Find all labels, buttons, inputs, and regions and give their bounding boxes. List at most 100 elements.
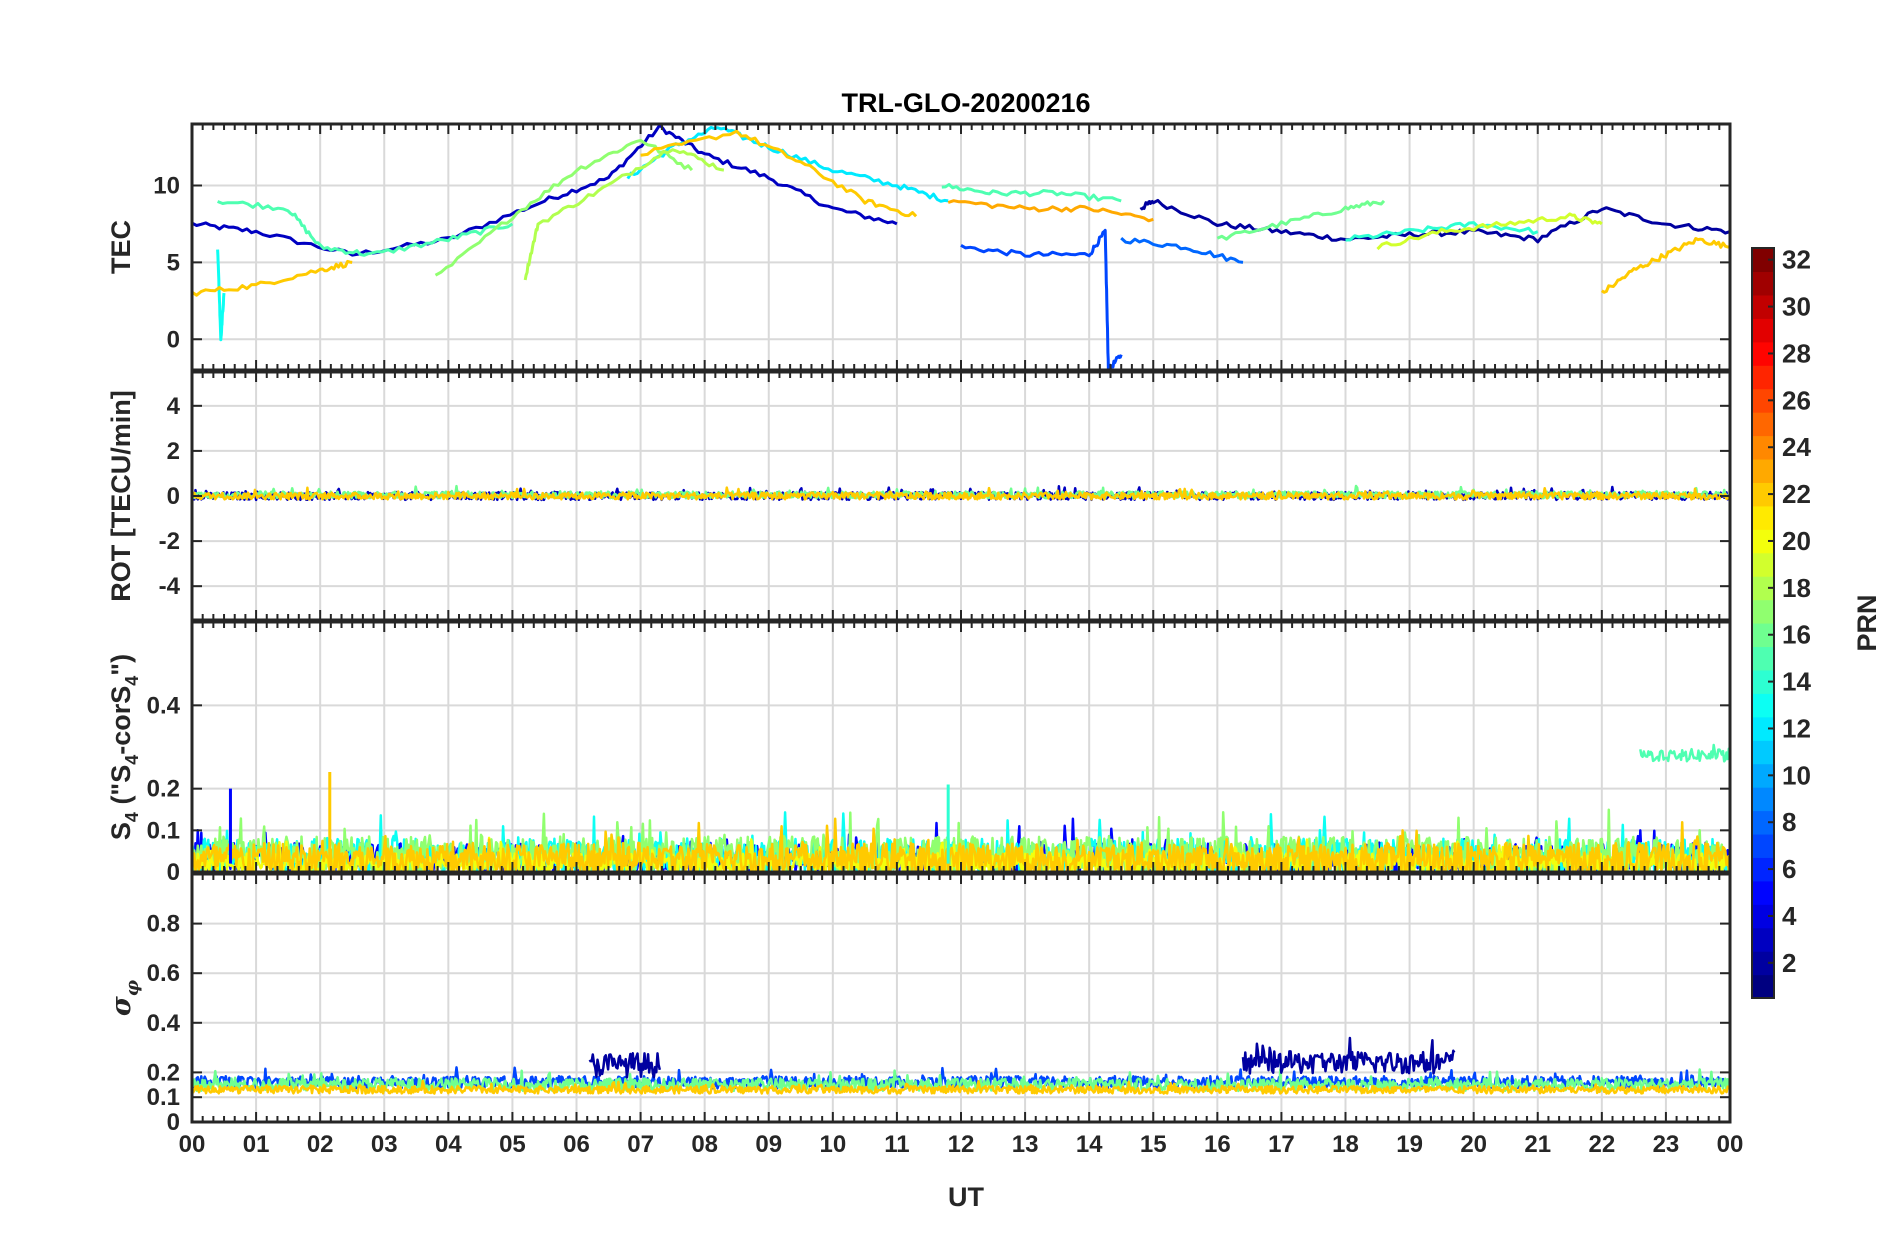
tec-y-tick-label: 10 [153, 173, 180, 200]
colorbar-segment [1752, 482, 1774, 507]
colorbar-tick-label: 26 [1782, 385, 1811, 415]
colorbar-segment [1752, 294, 1774, 319]
x-tick-label: 00 [1717, 1131, 1744, 1158]
colorbar-tick-label: 8 [1782, 807, 1796, 837]
colorbar-tick-label: 10 [1782, 760, 1811, 790]
x-tick-label: 03 [371, 1131, 398, 1158]
tec-series-prn-18 [523, 148, 725, 281]
colorbar-tick-label: 2 [1782, 948, 1796, 978]
sigma-y-tick-label: 0 [167, 1109, 180, 1136]
sigma-y-tick-label: 0.4 [147, 1010, 181, 1037]
x-tick-label: 21 [1524, 1131, 1551, 1158]
colorbar-segment [1752, 599, 1774, 624]
s4-y-axis-label: S4 ("S4-corS4") [106, 654, 142, 840]
sigma-series-prn-16 [192, 1068, 1730, 1093]
x-tick-label: 12 [948, 1131, 975, 1158]
s4-series-prn-15 [1639, 743, 1730, 763]
colorbar-tick-label: 18 [1782, 573, 1811, 603]
tec-series-prn-14 [1345, 221, 1539, 242]
rot-y-axis-label: ROT [TECU/min] [106, 390, 136, 601]
sigma-y-tick-label: 0.1 [147, 1084, 180, 1111]
tec-series-prn-7 [960, 228, 1123, 370]
colorbar-segment [1752, 716, 1774, 741]
x-tick-label: 17 [1268, 1131, 1295, 1158]
sigma-series-prn-7 [192, 1066, 1730, 1090]
colorbar-tick-label: 20 [1782, 526, 1811, 556]
colorbar-segment [1752, 576, 1774, 601]
colorbar-segment [1752, 646, 1774, 671]
s4-y-tick-label: 0.1 [147, 817, 180, 844]
s4-y-tick-label: 0 [167, 859, 180, 886]
s4-panel: 0 0.1 0.2 0.4S4 ("S4-corS4") [106, 620, 1732, 886]
x-tick-label: 18 [1332, 1131, 1359, 1158]
colorbar-tick-label: 32 [1782, 245, 1811, 275]
colorbar-segment [1752, 318, 1774, 343]
colorbar-segment [1752, 623, 1774, 648]
colorbar-segment [1752, 880, 1774, 905]
x-tick-label: 00 [179, 1131, 206, 1158]
sigma-series-prn-22 [192, 1079, 1730, 1095]
x-tick-label: 23 [1653, 1131, 1680, 1158]
colorbar-tick-label: 6 [1782, 854, 1796, 884]
tec-series-prn-17 [434, 138, 694, 277]
x-tick-label: 09 [755, 1131, 782, 1158]
tec-series-prn-15 [941, 183, 1122, 203]
colorbar-segment [1752, 763, 1774, 788]
sigma-y-axis-label: σφ [106, 979, 143, 1016]
rot-y-tick-label: 0 [167, 483, 180, 510]
x-tick-label: 22 [1588, 1131, 1615, 1158]
colorbar-label: PRN [1852, 594, 1882, 651]
rot-y-tick-label: 2 [167, 438, 180, 465]
colorbar-segment [1752, 810, 1774, 835]
x-tick-label: 13 [1012, 1131, 1039, 1158]
colorbar-segment [1752, 435, 1774, 460]
colorbar-segment [1752, 974, 1774, 999]
tec-panel: 0 5 10 TEC [106, 122, 1732, 372]
tec-y-axis-label: TEC [106, 220, 136, 274]
x-tick-label: 01 [243, 1131, 270, 1158]
tec-series-prn-15 [217, 200, 514, 257]
colorbar-segment [1752, 787, 1774, 812]
colorbar-tick-label: 4 [1782, 901, 1797, 931]
tec-series-prn-22 [1600, 237, 1730, 294]
colorbar-tick-label: 22 [1782, 479, 1811, 509]
sigma-series-prn-2 [588, 1052, 662, 1079]
sigma-y-tick-label: 0.2 [147, 1059, 180, 1086]
colorbar-segment [1752, 857, 1774, 882]
rot-panel: -4 -2 0 2 4 ROT [TECU/min] [106, 370, 1732, 622]
sigma-series-prn-2 [1241, 1036, 1456, 1075]
colorbar-segment [1752, 951, 1774, 976]
colorbar-segment [1752, 458, 1774, 483]
tec-y-tick-label: 5 [167, 249, 180, 276]
x-tick-label: 11 [884, 1131, 909, 1158]
s4-y-tick-label: 0.4 [147, 692, 181, 719]
colorbar-segment [1752, 740, 1774, 765]
x-tick-label: 08 [691, 1131, 718, 1158]
tec-series-prn-8 [1120, 236, 1244, 264]
chart-title: TRL-GLO-20200216 [841, 88, 1090, 118]
x-tick-label: 06 [563, 1131, 590, 1158]
colorbar-tick-label: 24 [1782, 432, 1811, 462]
colorbar-tick-label: 14 [1782, 667, 1811, 697]
x-tick-label: 14 [1076, 1131, 1103, 1158]
colorbar-segment [1752, 505, 1774, 530]
colorbar-segment [1752, 927, 1774, 952]
x-tick-label: 02 [307, 1131, 334, 1158]
x-tick-label: 05 [499, 1131, 526, 1158]
tec-series-prn-19 [1376, 212, 1603, 251]
tec-series-prn-16 [1216, 199, 1386, 241]
x-tick-label: 20 [1460, 1131, 1487, 1158]
colorbar-segment [1752, 552, 1774, 577]
colorbar-tick-label: 30 [1782, 292, 1811, 322]
colorbar-segment [1752, 341, 1774, 366]
rot-y-tick-label: -2 [159, 528, 180, 555]
tec-y-tick-label: 0 [167, 326, 180, 353]
colorbar-segment [1752, 904, 1774, 929]
x-tick-label: 19 [1396, 1131, 1423, 1158]
sigma-panel: 00.10.2 0.4 0.6 0.8 σφ [106, 872, 1732, 1136]
sigma-y-tick-label: 0.6 [147, 960, 180, 987]
tec-series-prn-23 [947, 199, 1154, 223]
colorbar-segment [1752, 412, 1774, 437]
